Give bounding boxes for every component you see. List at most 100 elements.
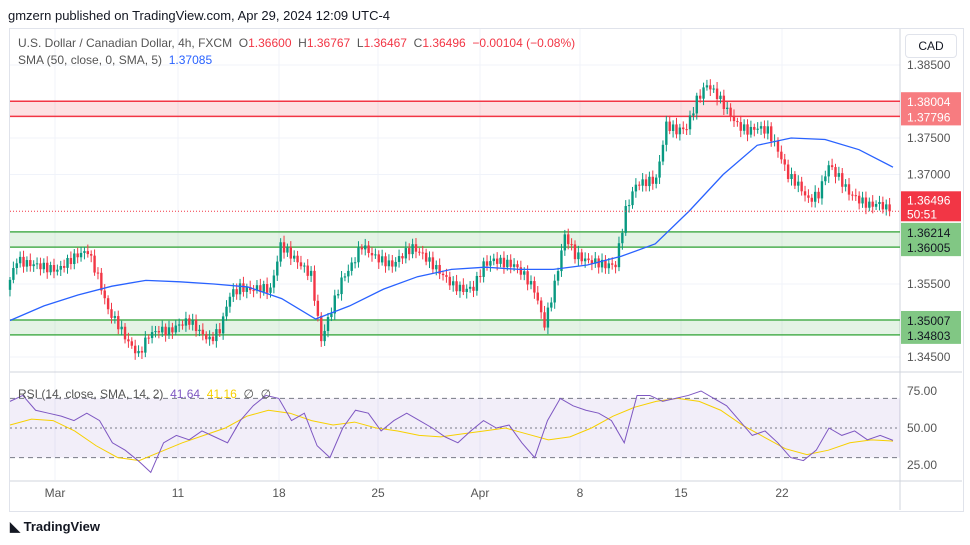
candle-body <box>364 245 367 250</box>
candle-body <box>306 265 309 276</box>
candle-body <box>817 191 820 199</box>
candle-body <box>661 144 665 162</box>
candle-body <box>709 85 712 90</box>
zone-price-label: 1.35007 <box>907 314 951 328</box>
candle-body <box>211 336 215 342</box>
logo-icon: ◣ <box>10 519 24 534</box>
candle-body <box>39 263 42 270</box>
candle-body <box>824 176 827 182</box>
candle-body <box>133 345 137 354</box>
candle-body <box>79 252 83 258</box>
candle-body <box>553 280 556 303</box>
candle-body <box>171 327 174 333</box>
candle-body <box>272 275 276 288</box>
candle-body <box>560 250 563 272</box>
candle-body <box>347 270 350 277</box>
candle-body <box>749 126 753 135</box>
candle-body <box>627 205 631 207</box>
candle-body <box>408 248 411 255</box>
candle-body <box>468 286 472 289</box>
candle-body <box>671 124 675 132</box>
candle-body <box>276 261 279 276</box>
open-label: O <box>238 36 249 50</box>
candle-body <box>712 88 715 90</box>
low-value: 1.36467 <box>363 36 407 50</box>
candle-body <box>397 256 401 262</box>
candle-body <box>438 264 441 274</box>
candle-body <box>330 313 333 318</box>
candle-body <box>580 252 583 262</box>
zone-price-label-bg <box>901 310 961 344</box>
candle-body <box>46 262 49 273</box>
candle-body <box>864 197 868 208</box>
candle-body <box>174 325 177 333</box>
candle-body <box>536 292 539 301</box>
candle-body <box>164 326 167 336</box>
candle-body <box>678 127 682 135</box>
countdown-label: 50:51 <box>907 207 937 221</box>
candle-body <box>49 265 52 273</box>
candle-body <box>147 337 150 339</box>
candle-body <box>668 121 671 132</box>
candle-body <box>367 245 370 253</box>
candle-body <box>353 262 357 264</box>
last-price-label-bg <box>901 191 961 222</box>
candle-body <box>617 243 621 268</box>
candle-body <box>22 256 25 267</box>
candle-body <box>675 124 678 135</box>
candle-body <box>502 257 506 268</box>
rsi-legend[interactable]: RSI (14, close, SMA, 14, 2) 41.64 41.16 … <box>18 387 271 401</box>
candle-body <box>715 88 719 99</box>
time-tick: Apr <box>471 486 490 500</box>
candle-body <box>861 197 864 204</box>
candle-body <box>127 339 130 342</box>
logo-text: TradingView <box>23 519 100 534</box>
candle-body <box>411 244 414 255</box>
candle-body <box>753 126 756 130</box>
candle-body <box>868 201 871 208</box>
candle-body <box>577 252 580 260</box>
candle-body <box>238 283 242 295</box>
tradingview-logo[interactable]: ◣ TradingView <box>10 519 100 535</box>
candle-body <box>837 173 841 177</box>
candle-body <box>783 159 786 165</box>
candle-body <box>533 281 536 293</box>
candle-body <box>797 181 800 186</box>
candle-body <box>885 204 888 210</box>
candle-body <box>56 269 59 272</box>
candle-body <box>252 290 255 292</box>
sma-legend[interactable]: SMA (50, close, 0, SMA, 5) 1.37085 <box>18 53 212 67</box>
candle-body <box>587 258 590 261</box>
candle-body <box>654 177 658 184</box>
candle-body <box>827 165 830 177</box>
candle-body <box>746 124 749 135</box>
candle-body <box>215 329 218 342</box>
candle-body <box>472 286 475 291</box>
candle-body <box>624 206 627 233</box>
candle-body <box>600 259 604 268</box>
candle-body <box>556 271 560 281</box>
candle-body <box>465 288 468 293</box>
candle-body <box>641 179 644 186</box>
time-tick: 8 <box>577 486 584 500</box>
candle-body <box>726 107 729 109</box>
candle-body <box>377 254 380 263</box>
candle-body <box>543 312 546 328</box>
candle-body <box>117 316 120 330</box>
candle-body <box>458 284 462 292</box>
zone-price-label: 1.36214 <box>907 226 951 240</box>
candle-body <box>851 194 854 196</box>
candle-body <box>729 107 732 116</box>
candle-body <box>370 252 374 256</box>
candle-body <box>103 290 106 299</box>
candle-body <box>800 181 803 192</box>
candle-body <box>414 244 418 252</box>
candle-body <box>834 167 837 177</box>
candle-body <box>516 264 519 268</box>
currency-button[interactable]: CAD <box>905 34 957 58</box>
candle-body <box>550 302 553 308</box>
candle-body <box>137 350 140 354</box>
candle-body <box>228 296 232 307</box>
candle-body <box>350 262 353 271</box>
